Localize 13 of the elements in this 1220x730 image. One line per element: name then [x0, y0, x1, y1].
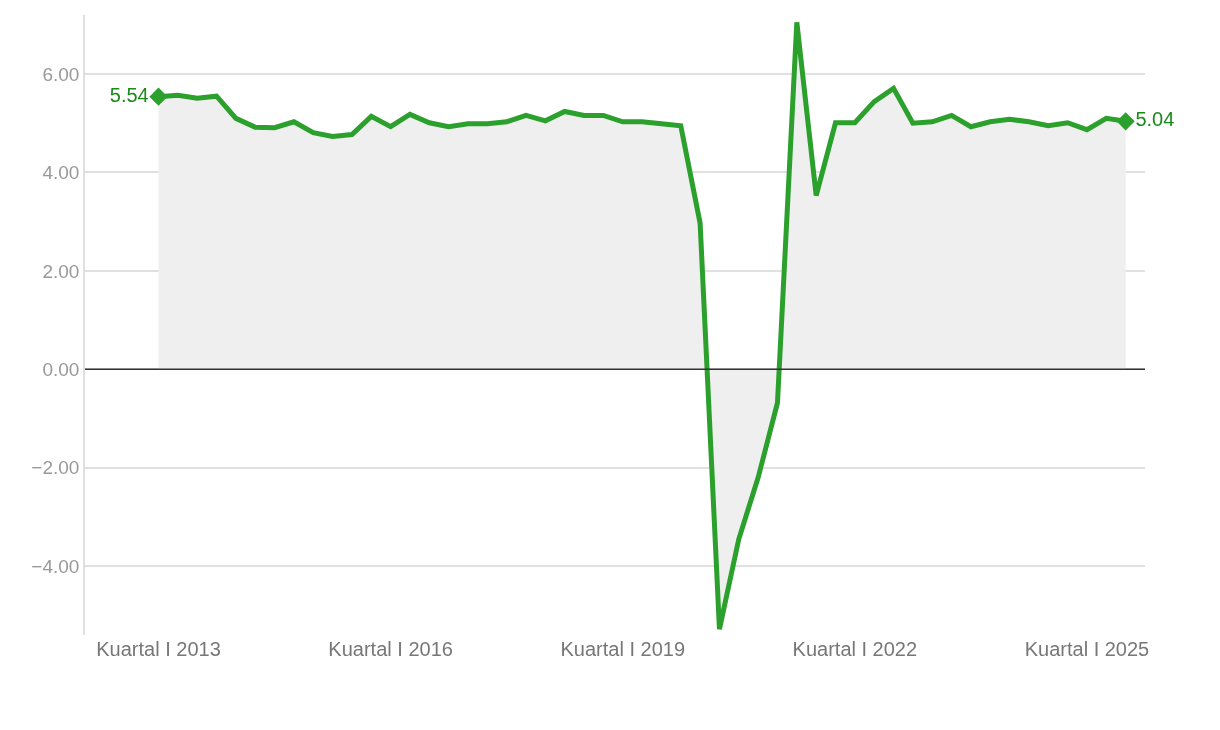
x-tick-label: Kuartal I 2022 [792, 638, 918, 660]
y-tick-label: 4.00 [42, 162, 80, 184]
x-tick-label: Kuartal I 2025 [1024, 638, 1150, 660]
y-tick-label: 6.00 [42, 63, 80, 85]
y-tick-label: −4.00 [31, 555, 80, 577]
y-tick-label: 0.00 [42, 358, 80, 380]
data-label: 5.04 [1135, 108, 1175, 131]
y-tick-label: −2.00 [31, 457, 80, 479]
x-tick-label: Kuartal I 2013 [96, 638, 221, 660]
x-tick-label: Kuartal I 2016 [328, 638, 453, 660]
y-tick-label: 2.00 [42, 260, 80, 282]
x-tick-label: Kuartal I 2019 [560, 638, 686, 660]
data-label: 5.54 [109, 83, 149, 106]
